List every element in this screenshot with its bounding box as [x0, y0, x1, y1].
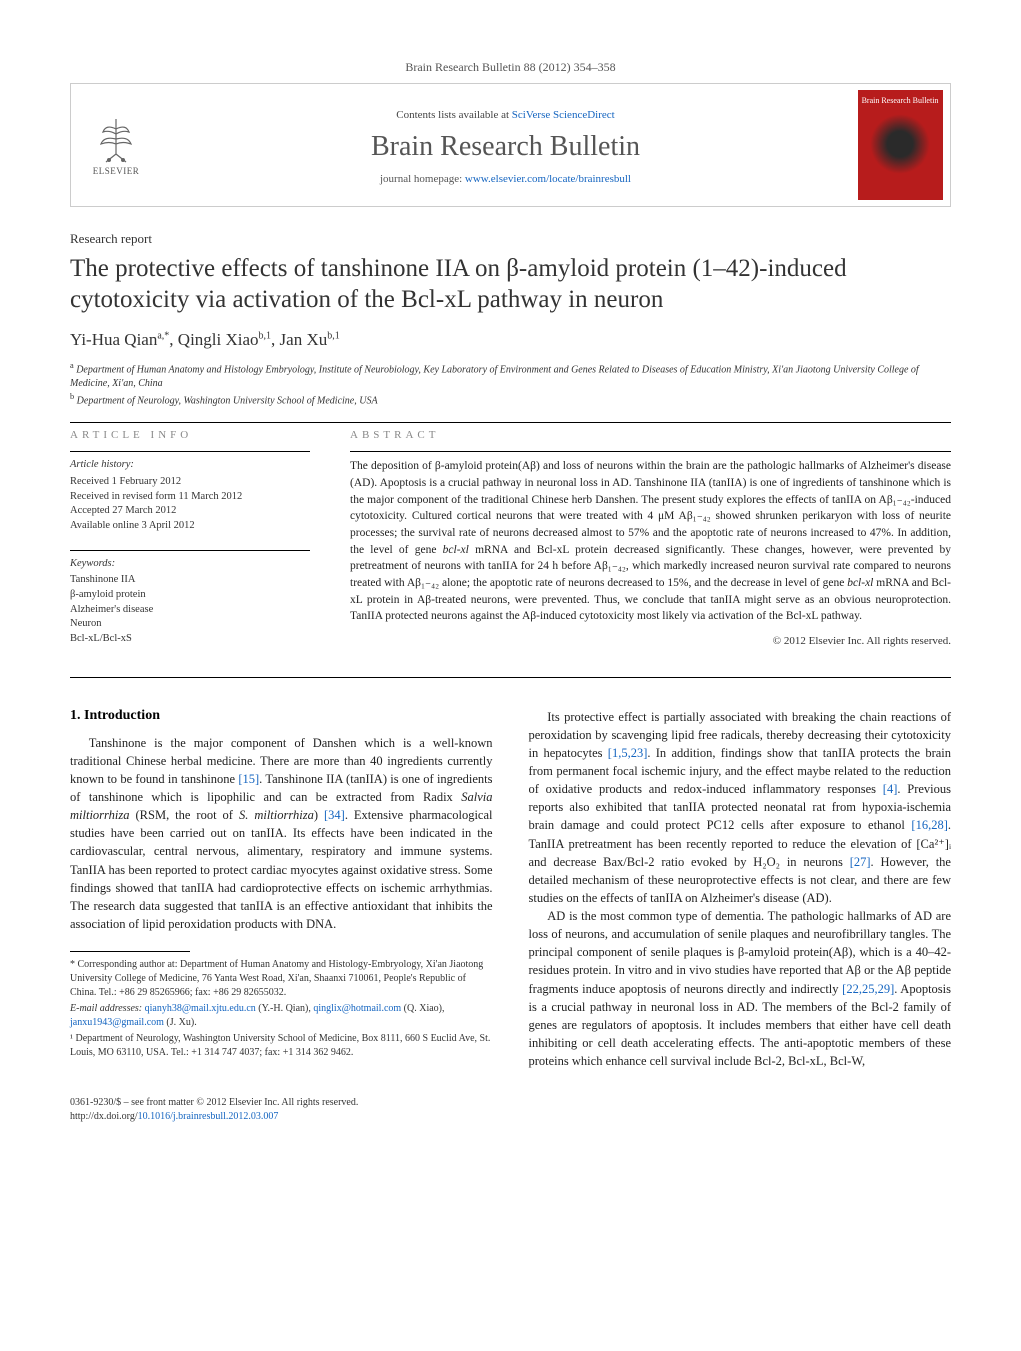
- doi-line: http://dx.doi.org/10.1016/j.brainresbull…: [70, 1110, 951, 1124]
- history-item: Accepted 27 March 2012: [70, 504, 310, 519]
- front-matter-footer: 0361-9230/$ – see front matter © 2012 El…: [70, 1096, 951, 1124]
- citation-link[interactable]: [22,25,29]: [842, 982, 894, 996]
- affiliation: b Department of Neurology, Washington Un…: [70, 391, 951, 408]
- copyright-line: 0361-9230/$ – see front matter © 2012 El…: [70, 1096, 951, 1110]
- keywords-heading: Keywords:: [70, 557, 310, 572]
- article-title: The protective effects of tanshinone IIA…: [70, 253, 951, 316]
- journal-reference: Brain Research Bulletin 88 (2012) 354–35…: [70, 60, 951, 75]
- journal-cover-block: Brain Research Bulletin: [850, 84, 950, 206]
- history-item: Received in revised form 11 March 2012: [70, 490, 310, 505]
- corresponding-author-note: * Corresponding author at: Department of…: [70, 958, 493, 1000]
- divider: [70, 451, 310, 452]
- elsevier-tree-icon: [91, 114, 141, 164]
- abstract-column: abstract The deposition of β-amyloid pro…: [350, 429, 951, 663]
- abstract-text: The deposition of β-amyloid protein(Aβ) …: [350, 458, 951, 625]
- keyword: Tanshinone IIA: [70, 573, 310, 588]
- abstract-copyright: © 2012 Elsevier Inc. All rights reserved…: [350, 635, 951, 647]
- email-link[interactable]: qianyh38@mail.xjtu.edu.cn: [145, 1003, 256, 1014]
- footnotes: * Corresponding author at: Department of…: [70, 958, 493, 1060]
- keyword: Bcl-xL/Bcl-xS: [70, 632, 310, 647]
- citation-link[interactable]: [34]: [324, 808, 345, 822]
- affiliation: a Department of Human Anatomy and Histol…: [70, 360, 951, 391]
- author-note-1: ¹ Department of Neurology, Washington Un…: [70, 1032, 493, 1060]
- keyword: β-amyloid protein: [70, 588, 310, 603]
- history-heading: Article history:: [70, 458, 310, 473]
- journal-title: Brain Research Bulletin: [161, 131, 850, 163]
- keywords-block: Keywords: Tanshinone IIAβ-amyloid protei…: [70, 557, 310, 647]
- right-column: Its protective effect is partially assoc…: [529, 708, 952, 1071]
- doi-prefix: http://dx.doi.org/: [70, 1111, 138, 1122]
- email-link[interactable]: janxu1943@gmail.com: [70, 1017, 164, 1028]
- article-info-label: article info: [70, 429, 310, 441]
- history-item: Received 1 February 2012: [70, 475, 310, 490]
- publisher-label: ELSEVIER: [93, 166, 140, 176]
- keyword: Alzheimer's disease: [70, 603, 310, 618]
- divider: [350, 451, 951, 452]
- journal-cover-thumbnail: Brain Research Bulletin: [858, 90, 943, 200]
- journal-header: ELSEVIER Contents lists available at Sci…: [70, 83, 951, 207]
- paragraph: AD is the most common type of dementia. …: [529, 907, 952, 1070]
- article-type: Research report: [70, 231, 951, 247]
- abstract-label: abstract: [350, 429, 951, 441]
- history-item: Available online 3 April 2012: [70, 519, 310, 534]
- paragraph: Its protective effect is partially assoc…: [529, 708, 952, 907]
- citation-link[interactable]: [4]: [883, 782, 898, 796]
- homepage-link[interactable]: www.elsevier.com/locate/brainresbull: [465, 173, 631, 185]
- divider: [70, 550, 310, 551]
- footnote-divider: [70, 951, 190, 952]
- body-columns: 1. Introduction Tanshinone is the major …: [70, 708, 951, 1071]
- section-heading-introduction: 1. Introduction: [70, 708, 493, 724]
- paragraph: Tanshinone is the major component of Dan…: [70, 734, 493, 933]
- citation-link[interactable]: [1,5,23]: [608, 746, 648, 760]
- affiliation-list: a Department of Human Anatomy and Histol…: [70, 360, 951, 409]
- left-column: 1. Introduction Tanshinone is the major …: [70, 708, 493, 1071]
- keyword: Neuron: [70, 617, 310, 632]
- divider: [70, 677, 951, 678]
- cover-title: Brain Research Bulletin: [862, 96, 939, 106]
- citation-link[interactable]: [16,28]: [911, 818, 947, 832]
- publisher-logo-block: ELSEVIER: [71, 84, 161, 206]
- citation-link[interactable]: [15]: [238, 772, 259, 786]
- doi-link[interactable]: 10.1016/j.brainresbull.2012.03.007: [138, 1111, 279, 1122]
- email-addresses: E-mail addresses: qianyh38@mail.xjtu.edu…: [70, 1002, 493, 1030]
- cover-art-icon: [870, 114, 930, 174]
- email-link[interactable]: qinglix@hotmail.com: [313, 1003, 401, 1014]
- body-text-left: Tanshinone is the major component of Dan…: [70, 734, 493, 933]
- sciencedirect-link[interactable]: SciVerse ScienceDirect: [512, 109, 615, 121]
- homepage-prefix: journal homepage:: [380, 173, 465, 185]
- homepage-line: journal homepage: www.elsevier.com/locat…: [161, 173, 850, 185]
- article-history-block: Article history: Received 1 February 201…: [70, 458, 310, 533]
- divider: [70, 422, 951, 423]
- header-center: Contents lists available at SciVerse Sci…: [161, 84, 850, 206]
- author-list: Yi-Hua Qiana,*, Qingli Xiaob,1, Jan Xub,…: [70, 330, 951, 350]
- contents-prefix: Contents lists available at: [396, 109, 511, 121]
- citation-link[interactable]: [27]: [850, 855, 871, 869]
- contents-available-line: Contents lists available at SciVerse Sci…: [161, 109, 850, 121]
- article-info-column: article info Article history: Received 1…: [70, 429, 310, 663]
- body-text-right: Its protective effect is partially assoc…: [529, 708, 952, 1071]
